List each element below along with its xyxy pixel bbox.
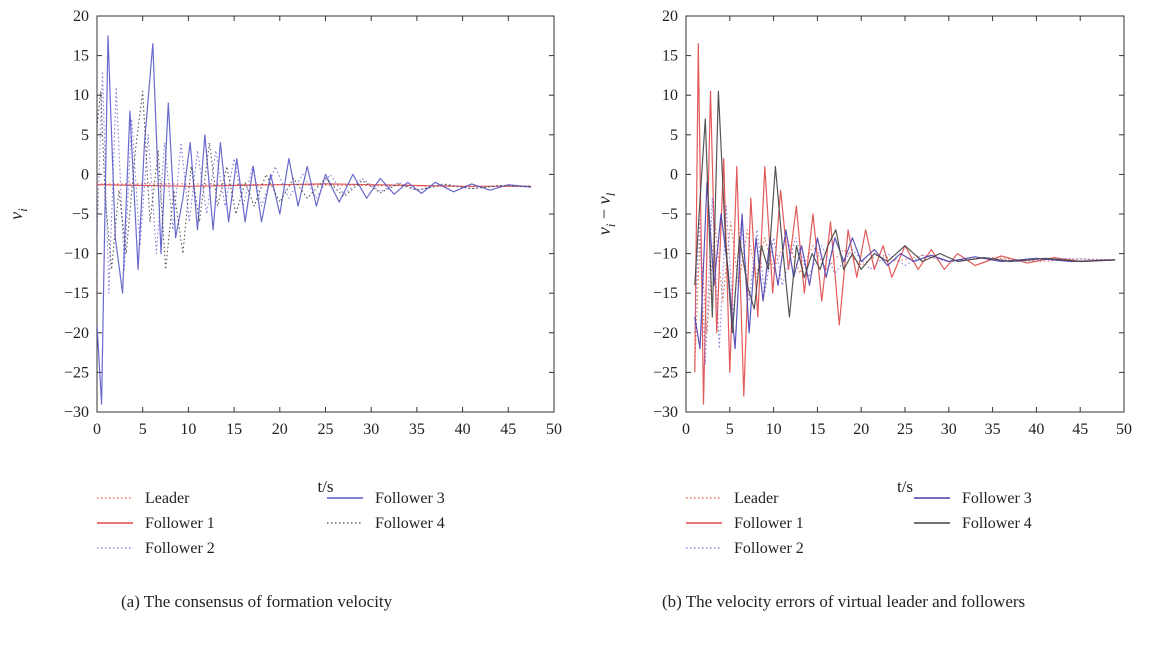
x-tick-label: 50 <box>1116 421 1132 438</box>
x-tick-label: 5 <box>726 421 734 438</box>
legend-item: Follower 3 <box>327 490 445 507</box>
y-tick-label: −5 <box>661 206 678 223</box>
x-tick-label: 35 <box>985 421 1001 438</box>
legend-item: Follower 3 <box>914 490 1032 507</box>
y-label-symbol-2: v <box>594 196 614 204</box>
x-axis-label: t/s <box>317 477 333 496</box>
x-tick-label: 15 <box>809 421 825 438</box>
legend-item: Leader <box>686 490 779 507</box>
x-tick-label: 5 <box>139 421 147 438</box>
x-tick-label: 0 <box>682 421 690 438</box>
x-tick-label: 20 <box>272 421 288 438</box>
caption-a: (a) The consensus of formation velocity <box>121 592 393 611</box>
y-tick-label: −25 <box>64 364 89 381</box>
y-tick-label: 5 <box>81 127 89 144</box>
x-tick-label: 0 <box>93 421 101 438</box>
series-line-leader <box>694 221 1116 365</box>
x-tick-label: 50 <box>546 421 562 438</box>
x-tick-label: 30 <box>941 421 957 438</box>
y-tick-label: 20 <box>662 8 678 25</box>
legend-label: Follower 3 <box>962 490 1032 507</box>
y-tick-label: −10 <box>653 246 678 263</box>
y-tick-label: 0 <box>670 166 678 183</box>
series-line-follower-1 <box>694 43 1116 405</box>
legend-label: Follower 4 <box>375 515 445 532</box>
y-axis-label: vi <box>6 208 30 220</box>
legend-label: Follower 2 <box>145 540 215 557</box>
y-tick-label: 15 <box>73 48 89 65</box>
x-tick-label: 45 <box>500 421 516 438</box>
legend-item: Follower 4 <box>327 515 445 532</box>
legend-item: Follower 2 <box>97 540 215 557</box>
y-label-subscript: i <box>15 208 30 212</box>
y-tick-label: 10 <box>662 87 678 104</box>
y-tick-label: −20 <box>653 325 678 342</box>
x-tick-label: 30 <box>363 421 379 438</box>
y-tick-label: −30 <box>653 404 678 421</box>
y-axis-label: vi − vl <box>594 192 618 235</box>
y-tick-label: 10 <box>73 87 89 104</box>
x-tick-label: 40 <box>1028 421 1044 438</box>
series-line-follower-2 <box>694 197 1116 366</box>
y-tick-label: 0 <box>81 166 89 183</box>
chart-panel-a: 0 5 10 15 20 25 30 35 40 45 5020151050−5−10−15−20−… <box>6 8 562 557</box>
x-tick-label: 20 <box>853 421 869 438</box>
y-label-symbol: v <box>6 212 26 220</box>
y-label-subscript: i <box>603 223 618 227</box>
x-tick-label: 40 <box>455 421 471 438</box>
x-tick-label: 10 <box>766 421 782 438</box>
legend-label: Leader <box>145 490 190 507</box>
y-tick-label: −25 <box>653 364 678 381</box>
x-tick-label: 10 <box>180 421 196 438</box>
plot-frame <box>96 15 555 413</box>
x-axis-label: t/s <box>897 477 913 496</box>
x-tick-label: 25 <box>318 421 334 438</box>
legend-label: Follower 1 <box>145 515 215 532</box>
legend-label: Leader <box>734 490 779 507</box>
legend-item: Follower 1 <box>686 515 804 532</box>
x-tick-label: 45 <box>1072 421 1088 438</box>
y-tick-label: −15 <box>64 285 89 302</box>
series-line-follower-3 <box>97 35 532 405</box>
x-tick-label: 25 <box>897 421 913 438</box>
y-label-symbol: v <box>594 227 614 235</box>
series-line-follower-2 <box>97 70 532 294</box>
series-line-follower-3 <box>694 181 1116 350</box>
y-tick-label: −10 <box>64 246 89 263</box>
y-tick-label: −5 <box>72 206 89 223</box>
legend-label: Follower 3 <box>375 490 445 507</box>
legend-item: Follower 4 <box>914 515 1032 532</box>
caption-b: (b) The velocity errors of virtual leade… <box>662 592 1026 611</box>
legend-item: Follower 1 <box>97 515 215 532</box>
series-line-follower-4 <box>694 90 1116 334</box>
y-tick-label: 5 <box>670 127 678 144</box>
y-label-minus: − <box>594 204 614 223</box>
y-tick-label: 20 <box>73 8 89 25</box>
chart-panel-b: 0 5 10 15 20 25 30 35 40 45 5020151050−5−10−15−20−… <box>594 8 1132 557</box>
y-tick-label: −15 <box>653 285 678 302</box>
y-tick-label: 15 <box>662 48 678 65</box>
legend-item: Leader <box>97 490 190 507</box>
legend-item: Follower 2 <box>686 540 804 557</box>
legend-label: Follower 1 <box>734 515 804 532</box>
legend-label: Follower 2 <box>734 540 804 557</box>
y-tick-label: −30 <box>64 404 89 421</box>
legend-label: Follower 4 <box>962 515 1032 532</box>
y-label-subscript-2: l <box>603 192 618 196</box>
y-tick-label: −20 <box>64 325 89 342</box>
x-tick-label: 35 <box>409 421 425 438</box>
x-tick-label: 15 <box>226 421 242 438</box>
